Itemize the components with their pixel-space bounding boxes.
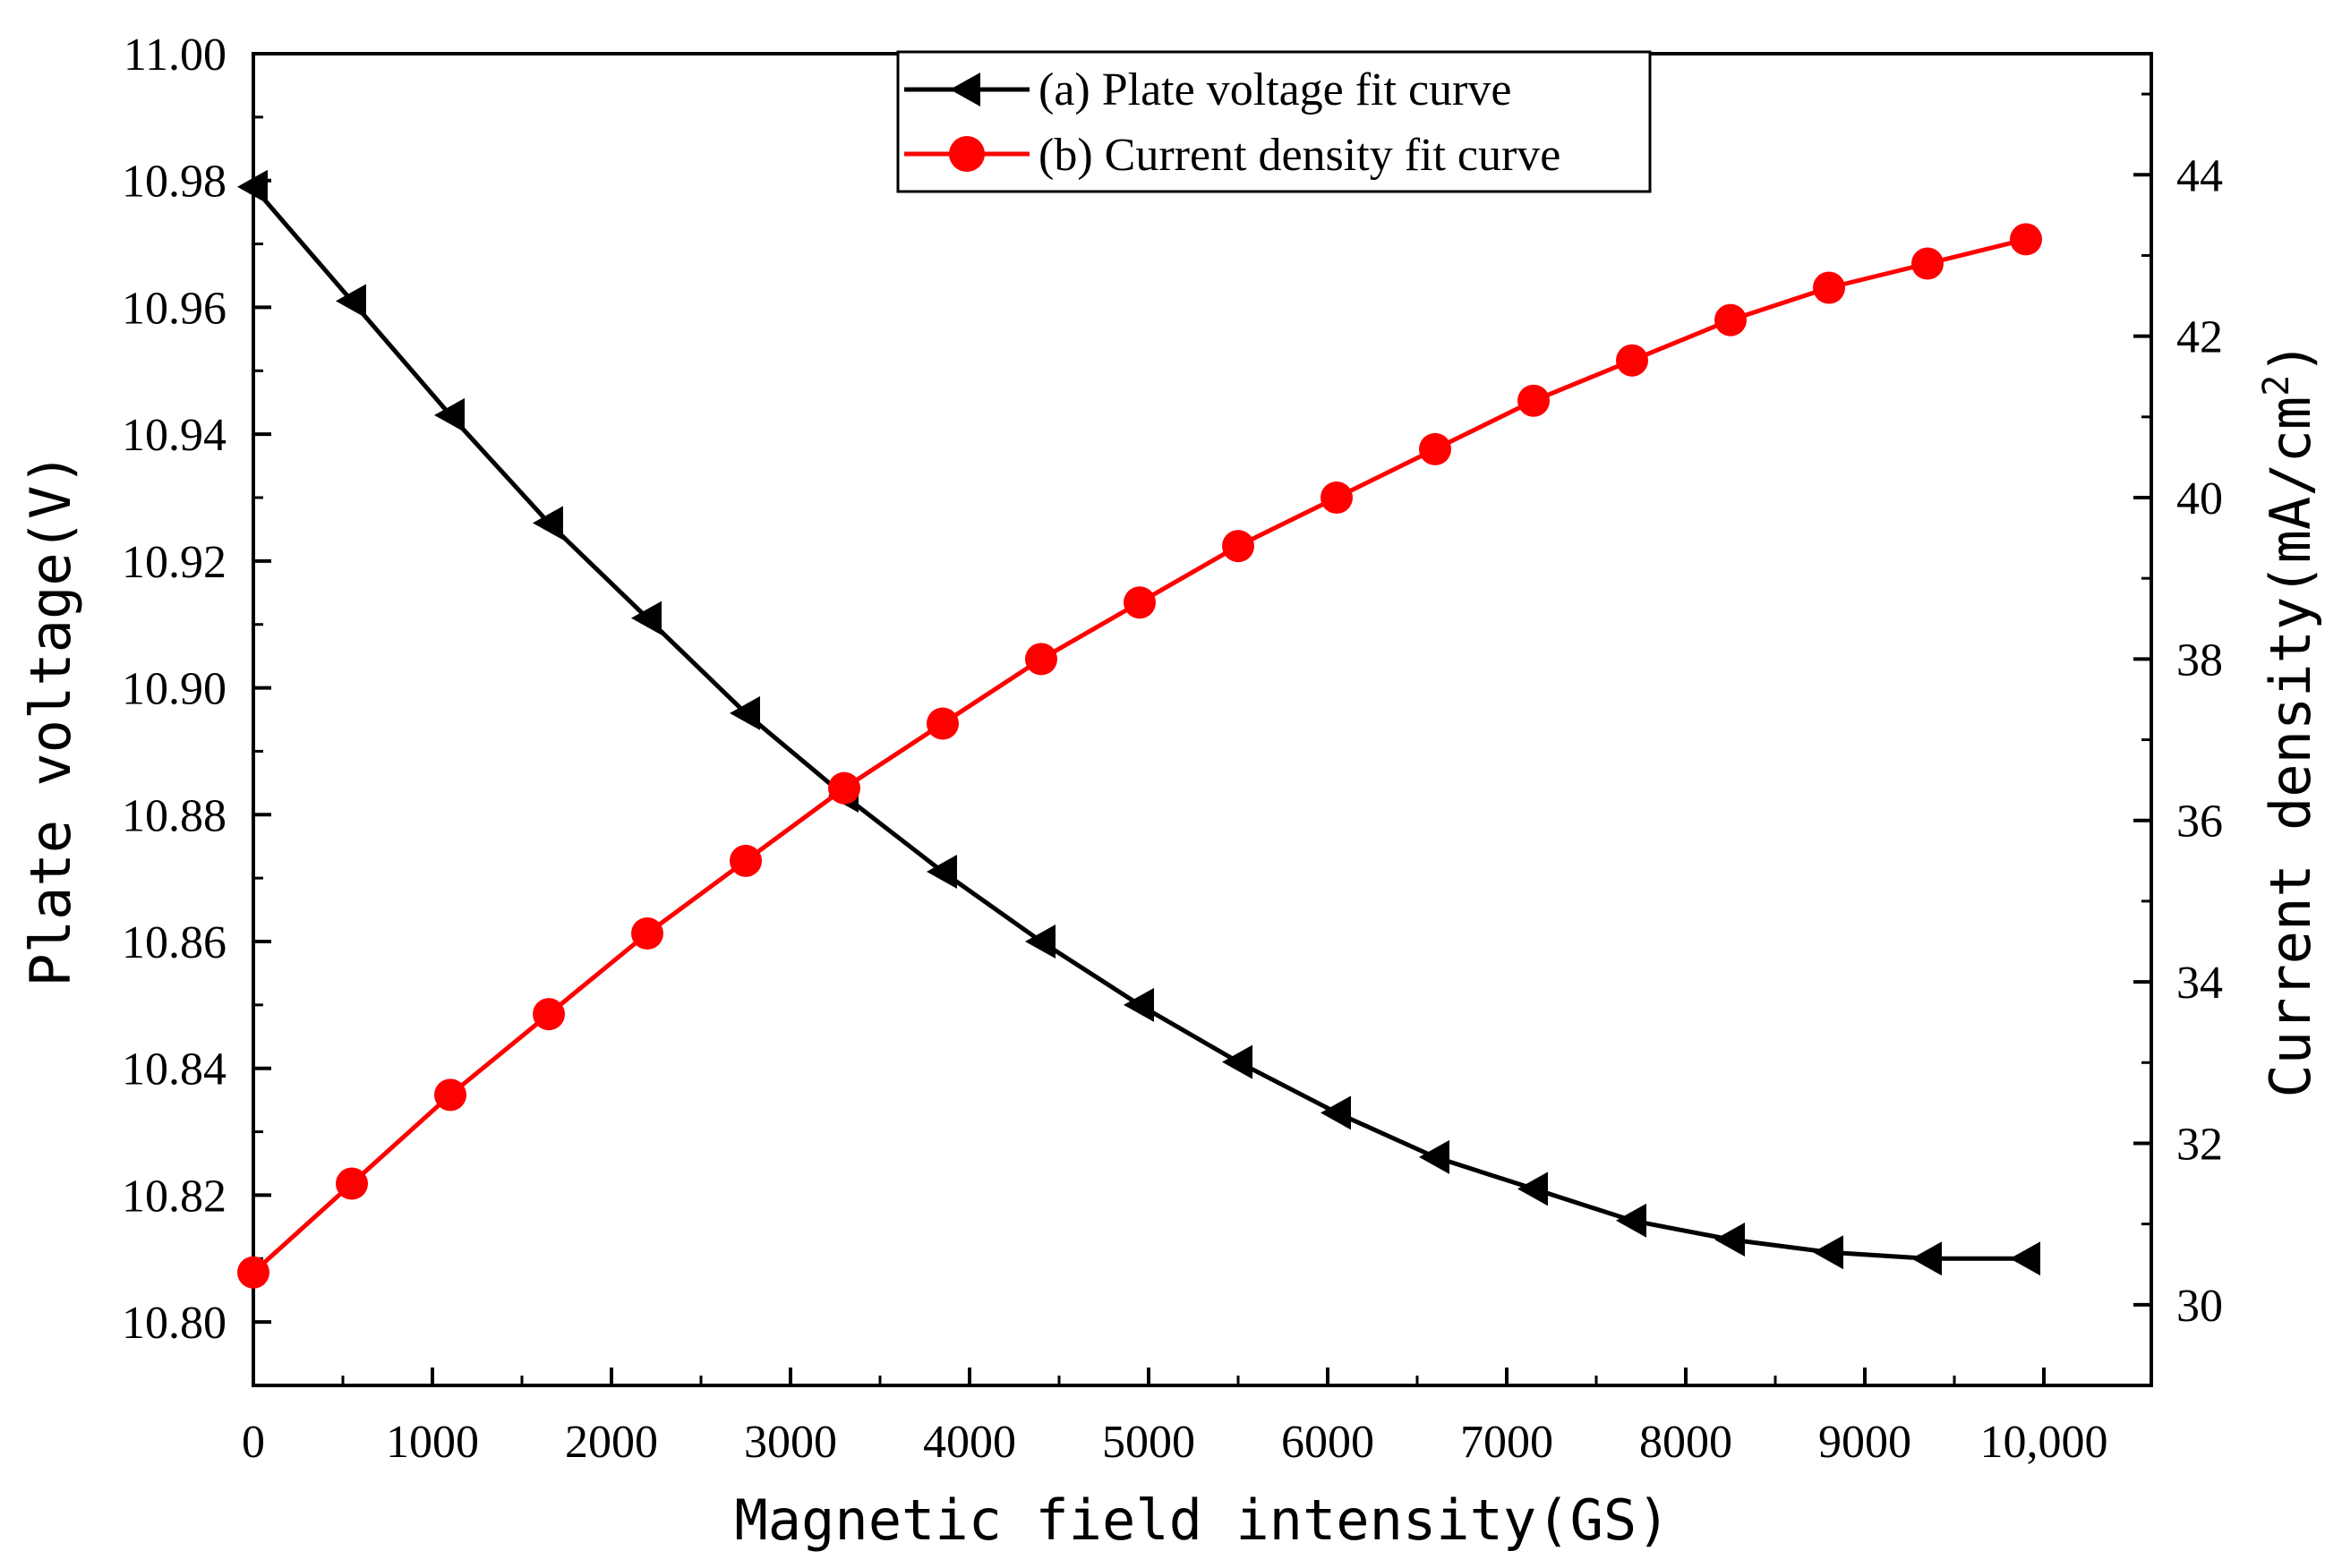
series-layer: [237, 169, 2042, 1289]
data-point-plate-voltage: [1616, 1203, 1646, 1238]
data-point-current-density: [1517, 384, 1550, 417]
y-right-tick-label: 44: [2176, 150, 2223, 201]
plot-frame: [252, 52, 2153, 1387]
data-point-current-density: [828, 771, 860, 805]
y-axis-right: 30 32 34 36 38 40 42 44: [2133, 92, 2223, 1332]
data-point-plate-voltage: [434, 397, 465, 432]
data-point-plate-voltage: [631, 601, 662, 635]
data-point-plate-voltage: [1321, 1095, 1351, 1130]
data-point-plate-voltage: [1911, 1241, 1942, 1276]
data-point-current-density: [1813, 271, 1845, 304]
y-right-tick-label: 34: [2176, 958, 2223, 1009]
y-left-tick-label: 10.80: [122, 1298, 227, 1349]
y-left-tick-label: 11.00: [124, 30, 227, 81]
y-left-tick-label: 10.82: [122, 1171, 227, 1222]
data-point-plate-voltage: [927, 855, 957, 890]
data-point-current-density: [434, 1078, 466, 1112]
data-point-current-density: [533, 998, 565, 1031]
data-point-plate-voltage: [237, 169, 268, 204]
x-axis: 0 1000 2000 3000 4000 5000 6000 7000 8000 9000 10,…: [242, 1368, 2108, 1468]
data-point-plate-voltage: [336, 284, 366, 319]
series-line-plate-voltage: [252, 185, 2026, 1261]
data-point-plate-voltage: [1714, 1223, 1745, 1257]
x-tick-label: 9000: [1818, 1417, 1911, 1468]
data-point-plate-voltage: [533, 506, 563, 541]
data-point-current-density: [1321, 481, 1353, 514]
x-tick-label: 6000: [1281, 1417, 1374, 1468]
y-right-tick-label: 40: [2176, 473, 2223, 524]
data-point-plate-voltage: [2010, 1241, 2040, 1276]
data-point-current-density: [237, 1256, 269, 1289]
data-point-current-density: [1714, 303, 1747, 337]
data-point-plate-voltage: [1813, 1235, 1843, 1270]
data-point-current-density: [927, 707, 959, 740]
y-right-tick-label: 30: [2176, 1281, 2223, 1332]
data-point-current-density: [1222, 530, 1254, 563]
y-left-tick-label: 10.90: [122, 664, 227, 715]
data-point-current-density: [336, 1167, 368, 1200]
x-tick-label: 7000: [1460, 1417, 1553, 1468]
data-point-current-density: [1124, 586, 1156, 619]
data-point-current-density: [1616, 344, 1648, 377]
legend-marker-b: [949, 136, 985, 172]
x-tick-label: 5000: [1102, 1417, 1195, 1468]
data-point-plate-voltage: [1419, 1139, 1449, 1174]
legend: (a) Plate voltage fit curve (b) Current …: [896, 50, 1652, 193]
data-point-current-density: [2010, 223, 2042, 256]
y-left-tick-label: 10.94: [122, 410, 227, 461]
y-right-tick-label: 42: [2176, 312, 2223, 363]
y-axis-right-title-end: ): [2258, 341, 2323, 374]
legend-label-b: (b) Current density fit curve: [1039, 130, 1560, 181]
y-right-tick-label: 32: [2176, 1119, 2223, 1170]
y-axis-left: 10.80 10.82 10.84 10.86 10.88 10.90 10.92 10.94…: [122, 30, 271, 1387]
x-tick-label: 10,000: [1980, 1417, 2108, 1468]
series-line-current-density: [252, 236, 2027, 1274]
x-tick-label: 0: [242, 1417, 265, 1468]
legend-label-a: (a) Plate voltage fit curve: [1039, 64, 1511, 115]
legend-box: [896, 50, 1652, 193]
y-left-tick-label: 10.96: [122, 283, 227, 334]
y-axis-left-title: Plate voltage(V): [18, 452, 83, 986]
data-point-plate-voltage: [730, 695, 760, 730]
legend-marker-a: [950, 72, 980, 107]
data-point-current-density: [730, 844, 762, 877]
data-point-current-density: [1025, 643, 1057, 676]
x-tick-label: 8000: [1639, 1417, 1732, 1468]
data-point-plate-voltage: [1222, 1044, 1252, 1079]
x-axis-title: Magnetic field intensity(GS): [734, 1487, 1670, 1553]
data-point-plate-voltage: [1025, 925, 1056, 959]
y-left-tick-label: 10.86: [122, 917, 227, 968]
y-right-tick-label: 36: [2176, 797, 2223, 848]
x-tick-label: 1000: [386, 1417, 479, 1468]
y-right-tick-label: 38: [2176, 635, 2223, 686]
y-left-tick-label: 10.88: [122, 790, 227, 841]
data-point-plate-voltage: [1124, 987, 1154, 1022]
y-left-tick-label: 10.84: [122, 1044, 227, 1095]
x-tick-label: 2000: [565, 1417, 658, 1468]
y-axis-right-title-superscript: 2: [2256, 375, 2297, 396]
y-axis-right-title: Current density(mA/cm2): [2256, 341, 2323, 1097]
data-point-plate-voltage: [1517, 1172, 1548, 1206]
x-tick-label: 4000: [923, 1417, 1016, 1468]
x-tick-label: 3000: [744, 1417, 837, 1468]
data-point-current-density: [1419, 432, 1451, 465]
data-point-current-density: [631, 916, 663, 950]
y-axis-right-title-main: Current density(mA/cm: [2258, 396, 2323, 1098]
y-left-tick-label: 10.92: [122, 537, 227, 588]
y-left-tick-label: 10.98: [122, 157, 227, 208]
data-point-current-density: [1911, 247, 1944, 280]
